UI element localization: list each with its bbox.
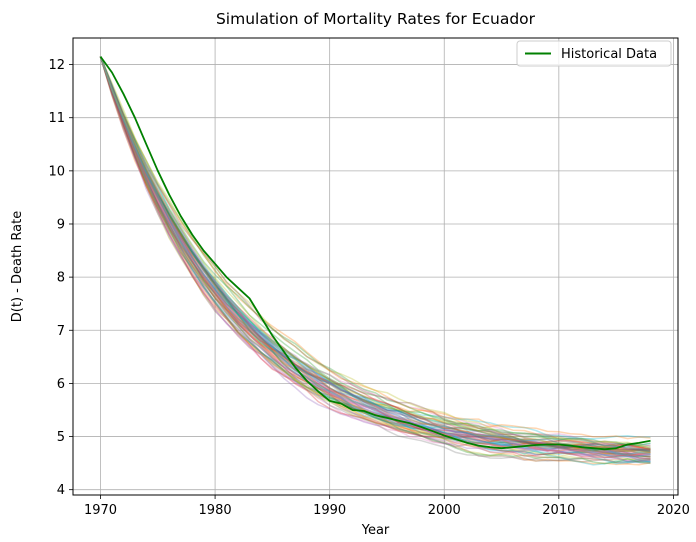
simulation-line-57 [99,56,651,456]
plot-frame [72,37,679,496]
simulation-line-26 [99,56,651,453]
chart-title: Simulation of Mortality Rates for Ecuado… [216,10,536,28]
simulation-line-35 [99,56,651,458]
simulation-line-32 [99,56,651,458]
simulation-line-51 [99,56,651,453]
grid-layer [73,38,678,495]
x-axis-label: Year [361,523,390,538]
x-tick-label-1970: 1970 [84,503,117,518]
simulation-line-2 [99,56,651,450]
simulation-line-40 [99,56,651,466]
y-tick-label-10: 10 [48,164,65,179]
legend-box [516,40,672,67]
simulation-line-25 [99,56,651,456]
simulation-line-24 [99,56,651,451]
simulation-line-42 [99,56,651,451]
simulation-line-50 [99,56,651,458]
simulation-line-5 [99,56,651,463]
simulation-line-17 [99,56,651,449]
simulation-line-31 [99,56,651,461]
x-tick-label-2000: 2000 [428,503,461,518]
simulation-line-55 [99,56,651,457]
simulation-line-58 [99,56,651,451]
simulation-line-6 [99,56,651,464]
y-tick-label-7: 7 [57,324,65,339]
simulation-line-41 [99,56,651,451]
simulation-line-43 [99,56,651,447]
simulation-line-48 [99,56,651,463]
legend-label-historical: Historical Data [561,47,657,62]
simulation-line-22 [99,56,651,440]
simulation-line-59 [99,56,651,454]
simulation-line-53 [99,56,651,465]
simulation-line-3 [99,56,651,458]
simulation-line-16 [99,56,651,451]
historical-line-layer [99,56,651,451]
simulation-line-7 [99,56,651,456]
simulation-line-21 [99,56,651,453]
simulation-line-54 [99,56,651,460]
historical-data-line [99,56,651,451]
y-tick-label-12: 12 [48,58,65,73]
simulation-line-27 [99,56,651,464]
x-tick-label-1990: 1990 [313,503,346,518]
simulation-line-8 [99,56,651,453]
simulation-line-38 [99,56,651,452]
simulation-line-1 [99,56,651,463]
x-tick-label-2020: 2020 [657,503,690,518]
simulation-line-44 [99,56,651,450]
y-tick-label-5: 5 [57,430,65,445]
y-tick-label-11: 11 [48,111,65,126]
y-tick-label-8: 8 [57,271,65,286]
simulation-line-11 [99,56,651,460]
simulation-line-45 [99,56,651,460]
simulation-line-10 [99,56,651,447]
y-tick-label-9: 9 [57,217,65,232]
x-tick-label-1980: 1980 [199,503,232,518]
tick-layer: 1970 1980 1990 2000 2010 2020 4 5 6 7 8 9 10 11 12 [48,58,690,518]
simulation-line-23 [99,56,651,450]
simulation-line-49 [99,56,651,450]
simulation-line-60 [99,56,651,456]
simulation-line-30 [99,56,651,465]
simulation-line-29 [99,56,651,461]
simulation-line-39 [99,56,651,458]
y-tick-label-6: 6 [57,377,65,392]
simulation-line-20 [99,56,651,440]
y-tick-label-4: 4 [57,483,65,498]
y-axis-label: D(t) - Death Rate [10,211,25,322]
simulation-line-14 [99,56,651,456]
simulation-line-12 [99,56,651,466]
simulation-line-37 [99,56,651,458]
x-tick-label-2010: 2010 [542,503,575,518]
legend: Historical Data [516,40,672,67]
simulation-line-13 [99,56,651,453]
